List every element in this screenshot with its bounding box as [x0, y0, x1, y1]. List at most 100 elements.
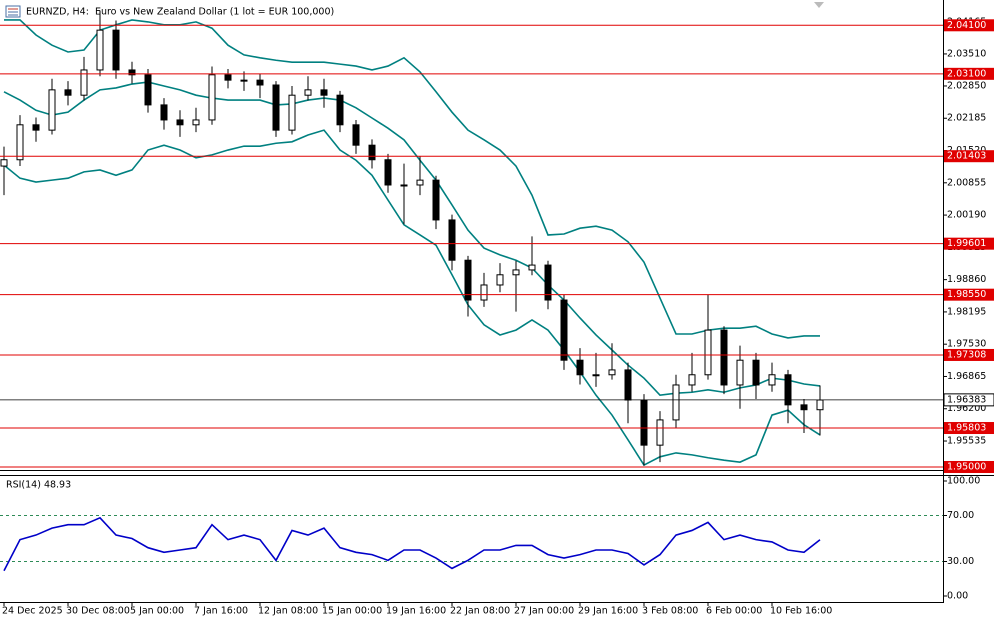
y-tick-label: 1.96865 [947, 371, 986, 382]
x-tick-label: 19 Jan 16:00 [386, 606, 446, 617]
y-tick-label: 0.00 [947, 591, 968, 602]
candle-body [816, 399, 824, 411]
candle-body [320, 89, 328, 96]
y-tick-label: 1.98860 [947, 274, 986, 285]
candle-body [112, 29, 120, 71]
candle-body [416, 179, 424, 186]
y-tick-label: 30.00 [947, 556, 974, 567]
candle-body [480, 284, 488, 301]
candle-body [704, 329, 712, 376]
current-price-box [943, 393, 994, 407]
candle-body [96, 29, 104, 71]
level-label: 2.04100 [947, 20, 986, 31]
candle-body [0, 159, 8, 167]
candle-body [592, 374, 600, 377]
candle-body [32, 124, 40, 131]
candle-body [256, 79, 264, 86]
candle-body [512, 269, 520, 276]
x-tick-label: 27 Jan 00:00 [514, 606, 574, 617]
level-label-box [944, 422, 994, 435]
candle-body [64, 89, 72, 96]
candle-body [688, 374, 696, 386]
candle-body [48, 89, 56, 131]
candle-body [608, 369, 616, 376]
rsi-title: RSI(14) 48.93 [6, 480, 71, 491]
bollinger-band [3, 81, 821, 396]
y-tick-label: 1.96200 [947, 403, 986, 414]
candle-body [176, 119, 184, 126]
x-tick-label: 5 Jan 00:00 [130, 606, 184, 617]
candle-body [272, 84, 280, 131]
level-label-box [944, 288, 994, 301]
bollinger-band [4, 19, 820, 339]
candle-body [432, 179, 440, 221]
symbol-icon [5, 5, 21, 18]
y-tick-label: 70.00 [947, 510, 974, 521]
y-tick-label: 2.02850 [947, 80, 986, 91]
level-label-box [944, 237, 994, 250]
candle-body [800, 404, 808, 411]
level-label: 1.95803 [947, 423, 986, 434]
candle-body [288, 94, 296, 131]
candle-body [240, 79, 248, 82]
y-tick-label: 100.00 [947, 476, 980, 487]
bollinger-band [3, 129, 821, 467]
candle-body [544, 264, 552, 301]
candle-body [576, 359, 584, 376]
candle-body [672, 384, 680, 421]
candle-body [656, 419, 664, 446]
y-tick-label: 2.02185 [947, 113, 986, 124]
candle-body [144, 74, 152, 106]
candle-body [304, 89, 312, 96]
candle-body [448, 219, 456, 261]
shift-marker [814, 2, 824, 8]
y-tick-label: 1.98195 [947, 306, 986, 317]
candle-body [224, 74, 232, 81]
level-label: 2.03100 [947, 68, 986, 79]
candle-body [160, 104, 168, 121]
x-tick-label: 24 Dec 2025 [2, 606, 63, 617]
candle-body [464, 259, 472, 301]
candle-body [736, 359, 744, 386]
y-tick-label: 1.95535 [947, 436, 986, 447]
candle-body [352, 124, 360, 146]
candle-body [192, 119, 200, 126]
x-tick-label: 15 Jan 00:00 [322, 606, 382, 617]
candle-body [768, 374, 776, 386]
level-label-box [944, 19, 994, 32]
candle-body [784, 374, 792, 406]
candle-body [80, 69, 88, 96]
y-tick-label: 2.00855 [947, 177, 986, 188]
candle-body [752, 359, 760, 386]
candle-body [16, 124, 24, 161]
chart-title: EURNZD, H4: Euro vs New Zealand Dollar (… [26, 7, 334, 18]
x-tick-label: 22 Jan 08:00 [450, 606, 510, 617]
level-label-box [944, 348, 994, 361]
candle-body [336, 94, 344, 126]
candle-body [128, 69, 136, 76]
level-label: 1.95000 [947, 461, 986, 472]
rsi-line [3, 516, 821, 572]
x-tick-label: 10 Feb 16:00 [770, 606, 832, 617]
candle-body [640, 399, 648, 446]
level-label: 2.01403 [947, 151, 986, 162]
level-label-box [944, 150, 994, 163]
x-tick-label: 6 Feb 00:00 [706, 606, 762, 617]
candle-body [624, 369, 632, 401]
x-tick-label: 3 Feb 08:00 [642, 606, 698, 617]
candle-body [560, 299, 568, 361]
candle-body [720, 329, 728, 386]
x-tick-label: 12 Jan 08:00 [258, 606, 318, 617]
level-label-box [944, 67, 994, 80]
candle-body [496, 274, 504, 286]
current-price-label: 1.96383 [947, 394, 986, 405]
candle-body [208, 74, 216, 121]
level-label: 1.99601 [947, 238, 986, 249]
level-label-box [944, 460, 994, 473]
candle-body [400, 184, 408, 187]
level-label: 1.97308 [947, 349, 986, 360]
level-label: 1.98550 [947, 289, 986, 300]
y-tick-label: 2.00190 [947, 210, 986, 221]
candle-body [368, 144, 376, 161]
